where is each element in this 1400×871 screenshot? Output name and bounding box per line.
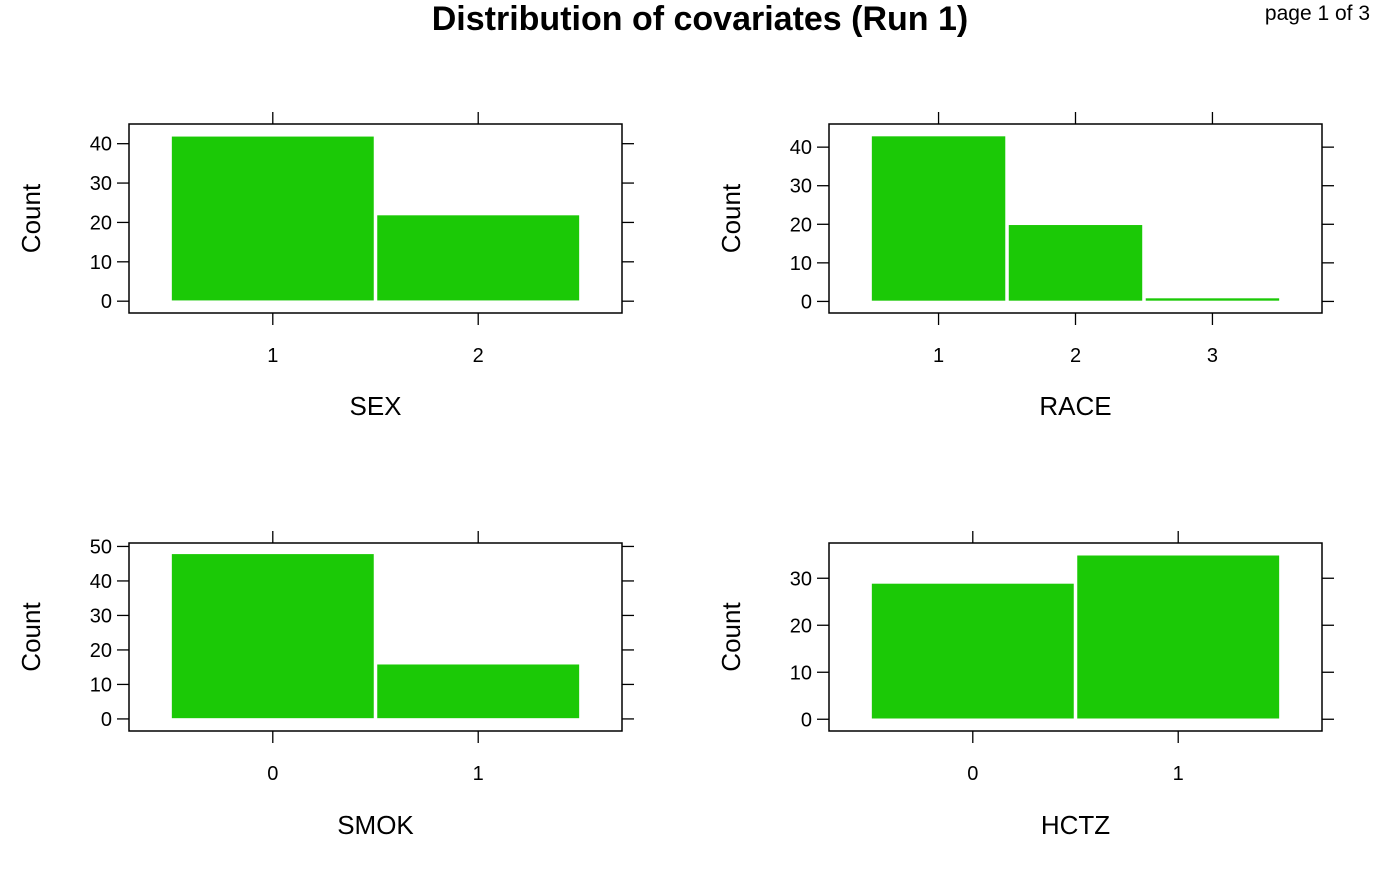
- bar: [170, 552, 376, 720]
- panel-race: 0 10 20 30 40 1 2 3 RACE Count: [716, 112, 1334, 421]
- panel-smok: 0 10 20 30 40 50 0 1 SMOK Count: [16, 531, 634, 840]
- x-tick-label: 1: [473, 763, 484, 785]
- y-tick-label: 30: [90, 173, 112, 195]
- bar: [375, 662, 581, 720]
- y-tick-label: 0: [801, 709, 812, 731]
- bar: [375, 213, 581, 302]
- panel-frame: [828, 542, 1323, 732]
- y-tick-label: 0: [101, 291, 112, 313]
- x-tick-label: 0: [267, 763, 278, 785]
- y-tick-label: 20: [90, 640, 112, 662]
- bar: [1075, 554, 1281, 720]
- x-axis-label: SMOK: [337, 810, 414, 840]
- page-indicator: page 1 of 3: [1265, 2, 1370, 25]
- bar: [1007, 223, 1144, 303]
- y-tick-label: 50: [90, 536, 112, 558]
- y-tick-label: 30: [90, 605, 112, 627]
- bar: [170, 135, 376, 302]
- y-tick-label: 0: [801, 291, 812, 313]
- y-tick-label: 0: [101, 709, 112, 731]
- panel-hctz: 0 10 20 30 0 1 HCTZ Count: [716, 531, 1334, 840]
- x-tick-label: 0: [967, 763, 978, 785]
- bar: [1144, 296, 1281, 303]
- x-tick-label: 2: [473, 345, 484, 367]
- panel-frame: [128, 123, 623, 314]
- y-tick-label: 10: [790, 662, 812, 684]
- x-tick-label: 3: [1207, 345, 1218, 367]
- y-tick-label: 20: [790, 214, 812, 236]
- y-tick-label: 10: [90, 252, 112, 274]
- y-tick-label: 10: [90, 674, 112, 696]
- y-axis-label: Count: [716, 602, 746, 672]
- y-tick-label: 20: [790, 615, 812, 637]
- y-axis-label: Count: [16, 183, 46, 253]
- panel-sex: 0 10 20 30 40 1 2 SEX Count: [16, 112, 634, 421]
- bar: [870, 582, 1076, 721]
- y-tick-label: 40: [90, 571, 112, 593]
- y-tick-label: 30: [790, 176, 812, 198]
- y-tick-label: 40: [90, 134, 112, 156]
- x-axis-label: SEX: [349, 391, 401, 421]
- y-tick-label: 10: [790, 253, 812, 275]
- x-tick-label: 1: [267, 345, 278, 367]
- y-axis-label: Count: [716, 183, 746, 253]
- y-tick-label: 30: [790, 568, 812, 590]
- y-axis-label: Count: [16, 602, 46, 672]
- y-tick-label: 40: [790, 137, 812, 159]
- x-axis-label: HCTZ: [1041, 810, 1110, 840]
- x-axis-label: RACE: [1039, 391, 1111, 421]
- x-tick-label: 2: [1070, 345, 1081, 367]
- x-tick-label: 1: [933, 345, 944, 367]
- figure-title: Distribution of covariates (Run 1): [432, 0, 969, 38]
- panel-frame: [128, 542, 623, 732]
- y-tick-label: 20: [90, 212, 112, 234]
- x-tick-label: 1: [1173, 763, 1184, 785]
- bar: [870, 134, 1007, 303]
